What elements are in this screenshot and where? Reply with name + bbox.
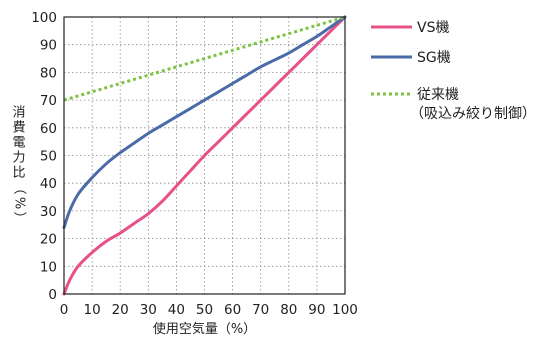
y-axis-label-char: 消 xyxy=(12,106,25,121)
legend-label-2: SG機 xyxy=(417,50,451,66)
y-tick-label: 40 xyxy=(40,176,57,192)
y-tick-label: 50 xyxy=(40,149,57,165)
y-axis-label-char: 電 xyxy=(12,136,25,151)
x-tick-labels: 0 10 20 30 40 50 60 70 80 90 100 xyxy=(60,302,358,318)
x-axis-label: 使用空気量（%） xyxy=(153,321,256,337)
x-tick-label: 20 xyxy=(112,302,129,318)
series-line-3 xyxy=(63,15,346,102)
series-lines xyxy=(62,15,347,296)
x-tick-label: 70 xyxy=(252,302,269,318)
x-tick-label: 60 xyxy=(224,302,241,318)
y-axis-label-char: （ xyxy=(12,181,27,194)
series-line-1 xyxy=(62,15,347,296)
y-tick-labels: 0 10 20 30 40 50 60 70 80 90 100 xyxy=(31,10,57,303)
x-tick-label: 0 xyxy=(60,302,69,318)
y-tick-label: 30 xyxy=(40,204,57,220)
y-tick-label: 90 xyxy=(40,38,57,54)
x-tick-label: 10 xyxy=(84,302,101,318)
series-line-2 xyxy=(62,15,347,230)
y-axis-label-char: ） xyxy=(12,211,27,224)
plot-frame xyxy=(63,16,346,295)
x-tick-label: 80 xyxy=(280,302,297,318)
x-tick-label: 90 xyxy=(308,302,325,318)
y-axis-label-char: 比 xyxy=(12,166,25,181)
y-tick-label: 70 xyxy=(40,93,57,109)
legend-label-3: 従来機 xyxy=(417,87,459,103)
x-tick-label: 40 xyxy=(168,302,185,318)
legend-label-3-line2: （吸込み絞り制御） xyxy=(410,106,536,122)
y-tick-label: 80 xyxy=(40,65,57,81)
y-axis-label-char: 費 xyxy=(12,121,25,136)
x-tick-label: 100 xyxy=(332,302,358,318)
legend-label-1: VS機 xyxy=(417,20,449,36)
x-tick-label: 50 xyxy=(196,302,213,318)
x-tick-label: 30 xyxy=(140,302,157,318)
y-axis-label-char: 力 xyxy=(12,151,25,166)
y-axis-label-char: % xyxy=(12,197,27,209)
y-tick-label: 100 xyxy=(31,10,57,26)
y-tick-label: 0 xyxy=(48,287,57,303)
y-tick-label: 10 xyxy=(40,259,57,275)
y-tick-label: 60 xyxy=(40,121,57,137)
y-tick-label: 20 xyxy=(40,232,57,248)
